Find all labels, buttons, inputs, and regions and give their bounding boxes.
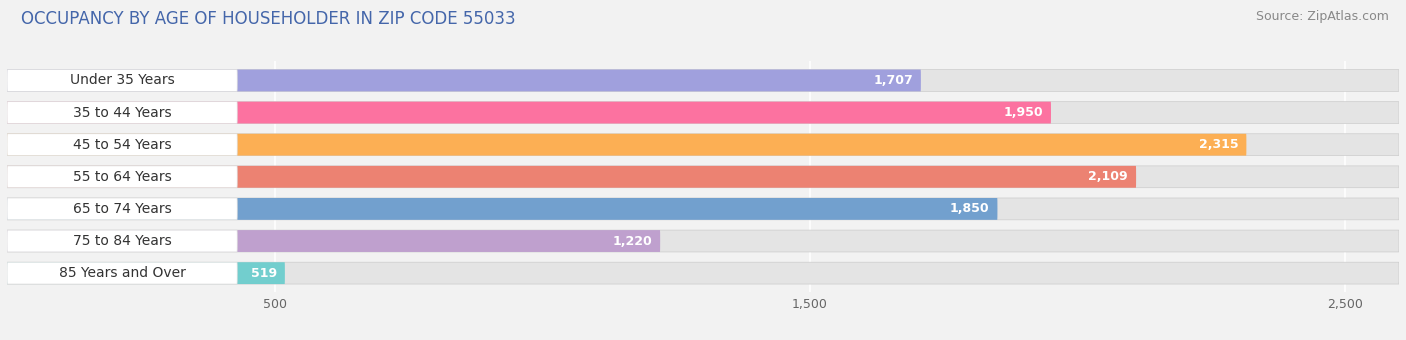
FancyBboxPatch shape: [7, 70, 238, 91]
Text: 2,109: 2,109: [1088, 170, 1128, 183]
FancyBboxPatch shape: [7, 198, 238, 220]
FancyBboxPatch shape: [7, 230, 661, 252]
FancyBboxPatch shape: [7, 134, 1399, 156]
Text: 1,220: 1,220: [613, 235, 652, 248]
FancyBboxPatch shape: [7, 134, 1246, 156]
Text: 1,850: 1,850: [950, 202, 990, 216]
FancyBboxPatch shape: [7, 70, 921, 91]
FancyBboxPatch shape: [7, 166, 1136, 188]
Text: 65 to 74 Years: 65 to 74 Years: [73, 202, 172, 216]
FancyBboxPatch shape: [7, 198, 1399, 220]
Text: 45 to 54 Years: 45 to 54 Years: [73, 138, 172, 152]
FancyBboxPatch shape: [7, 230, 1399, 252]
FancyBboxPatch shape: [7, 102, 1399, 123]
Text: 55 to 64 Years: 55 to 64 Years: [73, 170, 172, 184]
Text: 75 to 84 Years: 75 to 84 Years: [73, 234, 172, 248]
FancyBboxPatch shape: [7, 262, 1399, 284]
FancyBboxPatch shape: [7, 134, 238, 156]
FancyBboxPatch shape: [7, 70, 1399, 91]
Text: 1,950: 1,950: [1004, 106, 1043, 119]
Text: 85 Years and Over: 85 Years and Over: [59, 266, 186, 280]
Text: 519: 519: [250, 267, 277, 279]
FancyBboxPatch shape: [7, 230, 238, 252]
FancyBboxPatch shape: [7, 166, 1399, 188]
FancyBboxPatch shape: [7, 102, 1050, 123]
FancyBboxPatch shape: [7, 262, 285, 284]
FancyBboxPatch shape: [7, 262, 238, 284]
FancyBboxPatch shape: [7, 198, 997, 220]
Text: 35 to 44 Years: 35 to 44 Years: [73, 106, 172, 120]
Text: 1,707: 1,707: [873, 74, 912, 87]
Text: 2,315: 2,315: [1199, 138, 1239, 151]
FancyBboxPatch shape: [7, 166, 238, 188]
Text: Under 35 Years: Under 35 Years: [70, 73, 174, 87]
Text: Source: ZipAtlas.com: Source: ZipAtlas.com: [1256, 10, 1389, 23]
FancyBboxPatch shape: [7, 102, 238, 123]
Text: OCCUPANCY BY AGE OF HOUSEHOLDER IN ZIP CODE 55033: OCCUPANCY BY AGE OF HOUSEHOLDER IN ZIP C…: [21, 10, 516, 28]
